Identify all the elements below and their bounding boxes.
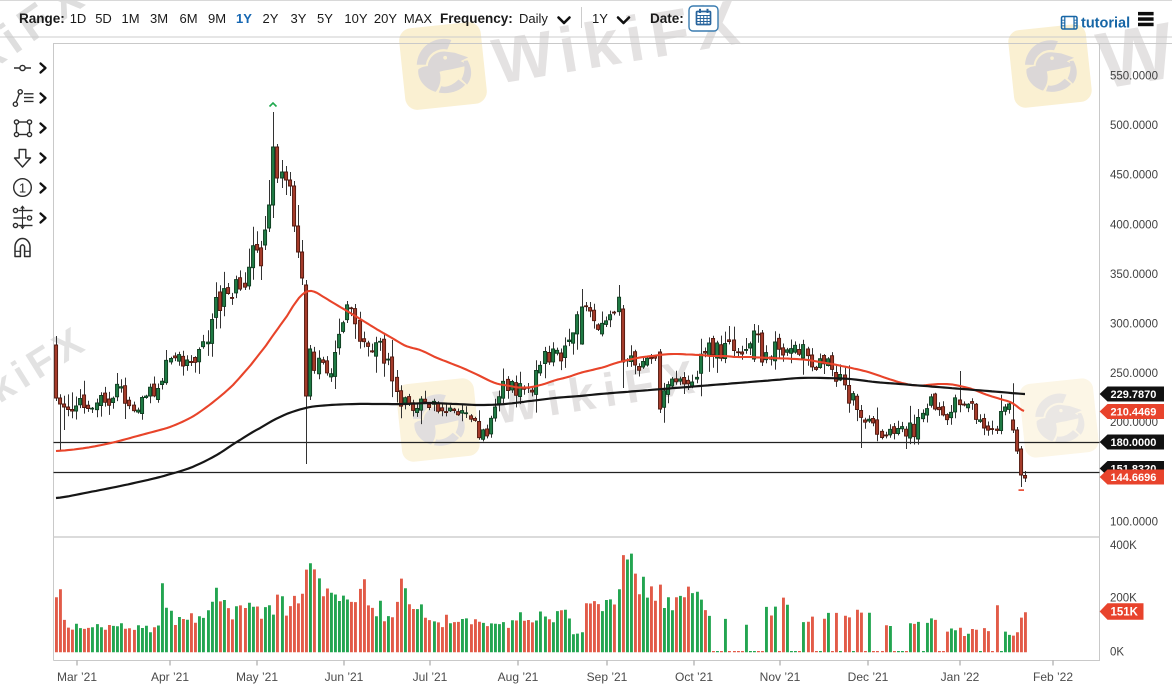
svg-text:1Y: 1Y [236,11,252,26]
svg-text:5Y: 5Y [317,11,333,26]
svg-text:MAX: MAX [404,11,433,26]
svg-text:Aug ’21: Aug ’21 [498,670,539,684]
svg-text:10Y: 10Y [344,11,367,26]
svg-text:0K: 0K [1110,647,1124,659]
svg-text:200K: 200K [1110,593,1137,605]
svg-text:229.7870: 229.7870 [1111,389,1157,401]
svg-text:5D: 5D [95,11,112,26]
svg-text:Nov ’21: Nov ’21 [760,670,801,684]
svg-text:Dec ’21: Dec ’21 [848,670,889,684]
svg-text:180.0000: 180.0000 [1111,437,1157,449]
svg-text:9M: 9M [208,11,226,26]
svg-text:Sep ’21: Sep ’21 [587,670,628,684]
svg-text:Jun ’21: Jun ’21 [325,670,364,684]
svg-text:300.0000: 300.0000 [1110,319,1158,331]
svg-text:Wi: Wi [1091,0,1172,106]
svg-text:550.0000: 550.0000 [1110,71,1158,83]
svg-text:400K: 400K [1110,540,1137,552]
svg-text:400.0000: 400.0000 [1110,219,1158,231]
svg-text:Jul ’21: Jul ’21 [413,670,448,684]
svg-text:1Y: 1Y [592,11,608,26]
svg-text:1: 1 [19,180,26,195]
svg-text:2Y: 2Y [263,11,279,26]
svg-text:20Y: 20Y [374,11,397,26]
svg-text:1M: 1M [121,11,139,26]
svg-text:100.0000: 100.0000 [1110,517,1158,529]
svg-text:May ’21: May ’21 [236,670,278,684]
svg-text:450.0000: 450.0000 [1110,170,1158,182]
svg-text:3M: 3M [150,11,168,26]
svg-text:200.0000: 200.0000 [1110,417,1158,429]
svg-text:500.0000: 500.0000 [1110,120,1158,132]
svg-text:Frequency:: Frequency: [440,11,513,26]
svg-text:Date:: Date: [650,11,684,26]
svg-text:151K: 151K [1111,606,1139,618]
svg-text:tutorial: tutorial [1081,16,1130,32]
svg-text:144.6696: 144.6696 [1111,472,1157,484]
svg-text:350.0000: 350.0000 [1110,269,1158,281]
svg-text:Apr ’21: Apr ’21 [151,670,189,684]
svg-text:250.0000: 250.0000 [1110,368,1158,380]
svg-text:Daily: Daily [519,11,548,26]
svg-text:Feb ’22: Feb ’22 [1033,670,1073,684]
svg-text:3Y: 3Y [291,11,307,26]
svg-text:1D: 1D [70,11,87,26]
svg-text:Oct ’21: Oct ’21 [675,670,713,684]
svg-text:Mar ’21: Mar ’21 [57,670,97,684]
svg-text:210.4469: 210.4469 [1111,406,1157,418]
svg-text:Jan ’22: Jan ’22 [941,670,980,684]
svg-text:Range:: Range: [19,11,65,26]
svg-text:6M: 6M [179,11,197,26]
